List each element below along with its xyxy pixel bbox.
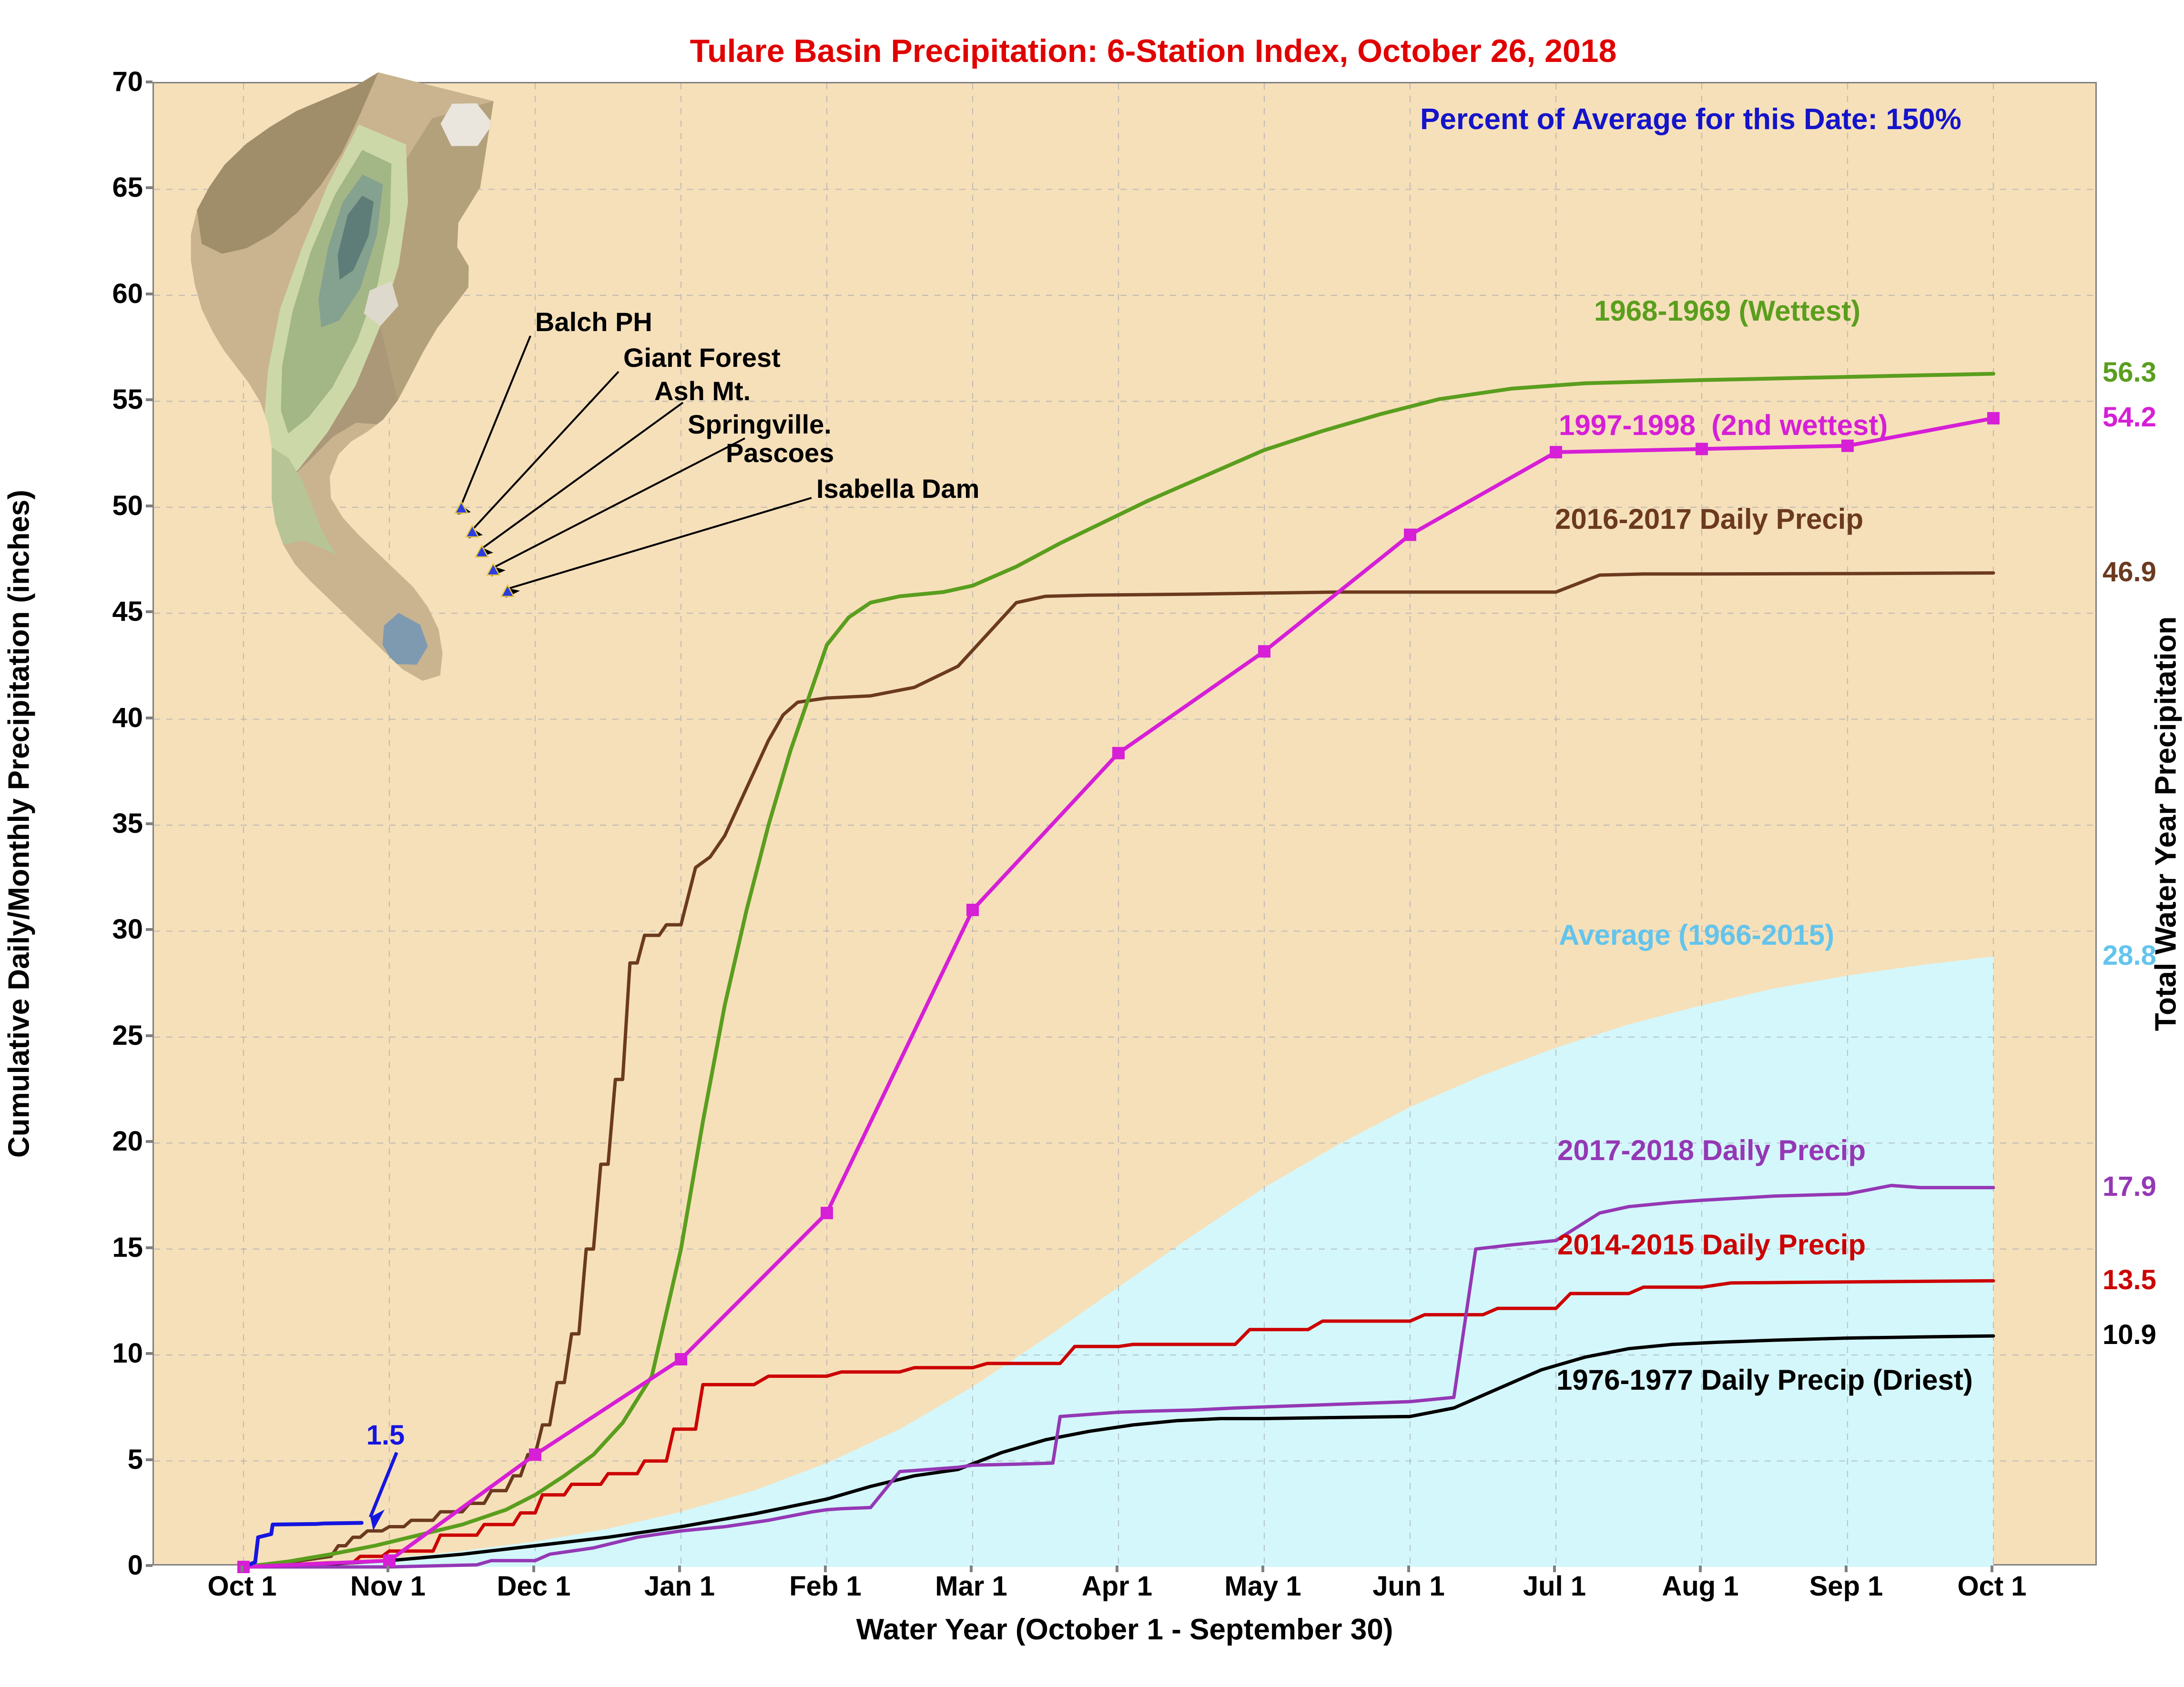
svg-text:Isabella Dam: Isabella Dam	[816, 474, 979, 504]
svg-text:Ash Mt.: Ash Mt.	[654, 376, 751, 406]
svg-text:Balch PH: Balch PH	[535, 307, 652, 337]
svg-text:Giant Forest: Giant Forest	[623, 343, 781, 373]
svg-text:Pascoes: Pascoes	[726, 438, 834, 468]
svg-text:Springville.: Springville.	[688, 409, 832, 439]
